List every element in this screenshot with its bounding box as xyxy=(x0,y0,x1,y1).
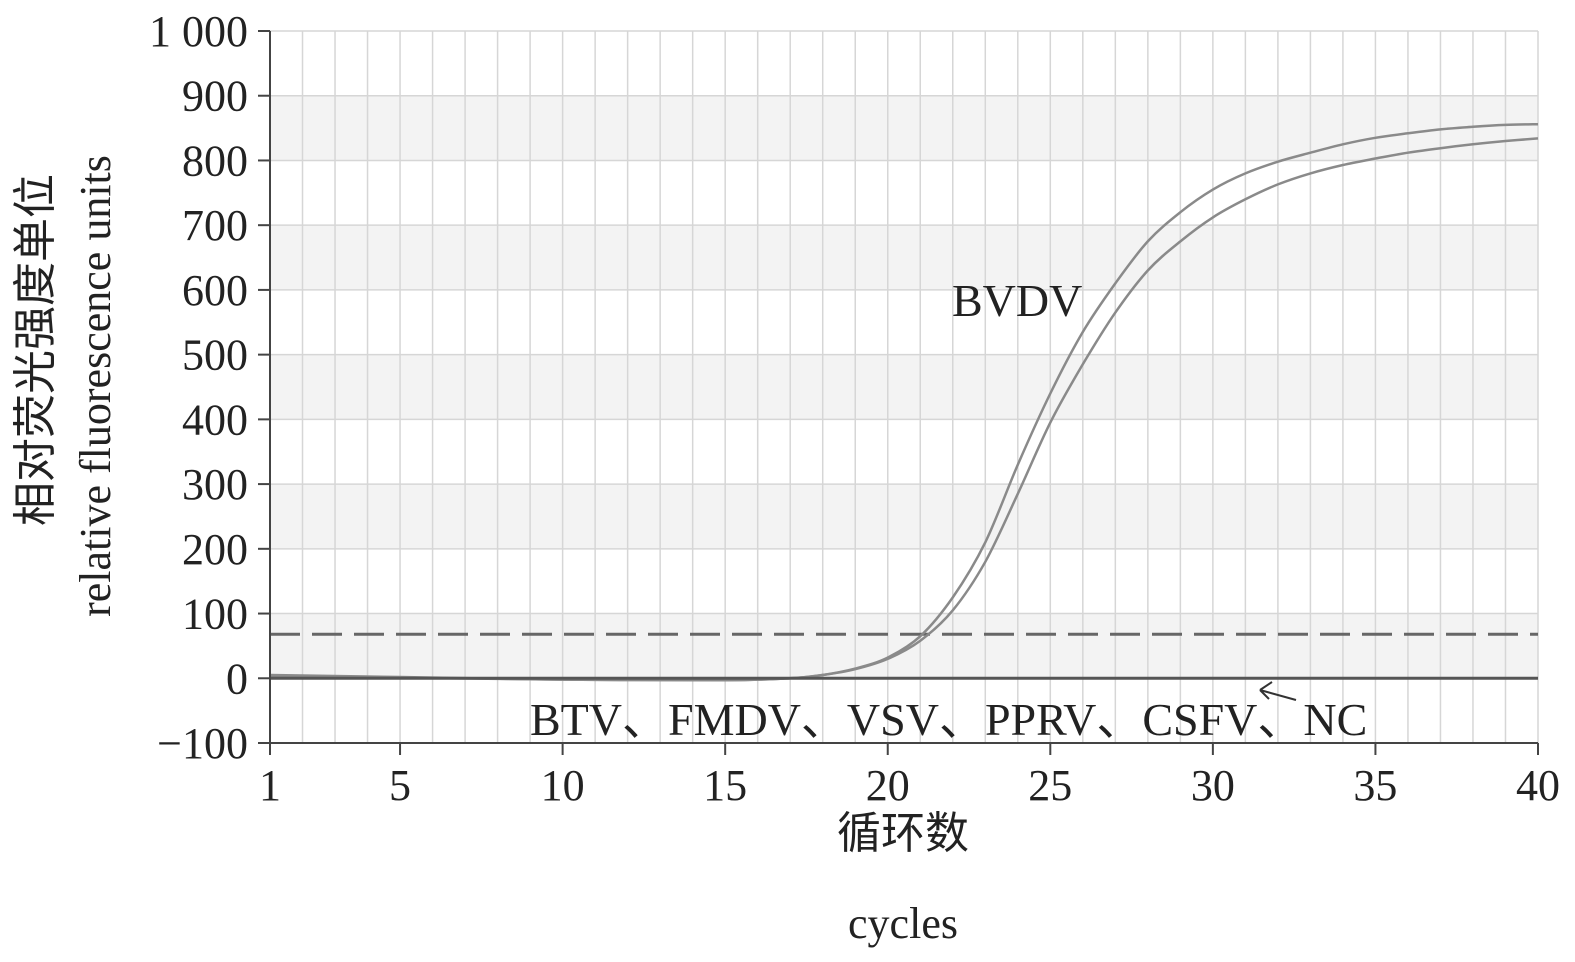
x-tick-label: 20 xyxy=(866,761,910,810)
series-lines xyxy=(269,122,1539,682)
x-tick-label: 35 xyxy=(1353,761,1397,810)
y-band xyxy=(270,613,1538,679)
x-tick-label: 1 xyxy=(259,761,281,810)
y-tick-label: 400 xyxy=(182,395,248,444)
y-tick-label: 200 xyxy=(182,525,248,574)
y-tick-label: 300 xyxy=(182,460,248,509)
y-tick-label: 0 xyxy=(226,654,248,703)
background-bands xyxy=(270,95,1538,679)
y-tick-label: −100 xyxy=(157,719,248,768)
y-tick-label: 500 xyxy=(182,331,248,380)
y-tick-label: 600 xyxy=(182,266,248,315)
x-tick-label: 10 xyxy=(541,761,585,810)
positive-annotation: BVDV xyxy=(952,275,1082,326)
y-band xyxy=(270,225,1538,290)
y-tick-label: 1 000 xyxy=(149,7,248,56)
y-axis-title-en: relative fluorescence units xyxy=(71,155,120,617)
x-tick-label: 30 xyxy=(1191,761,1235,810)
negative-annotation: BTV、FMDV、VSV、PPRV、CSFV、NC xyxy=(530,694,1367,745)
axes xyxy=(258,30,1539,755)
y-tick-label: 100 xyxy=(182,590,248,639)
y-band xyxy=(270,484,1538,549)
y-band xyxy=(270,95,1538,161)
y-tick-label: 900 xyxy=(182,72,248,121)
x-tick-label: 40 xyxy=(1516,761,1560,810)
y-tick-label: 700 xyxy=(182,201,248,250)
x-tick-label: 15 xyxy=(703,761,747,810)
arrow-icon xyxy=(1259,681,1297,701)
y-band xyxy=(270,354,1538,420)
x-tick-label: 5 xyxy=(389,761,411,810)
grid-lines xyxy=(269,30,1539,744)
x-tick-label: 25 xyxy=(1028,761,1072,810)
x-axis-title-en: cycles xyxy=(848,899,958,948)
x-axis-title-zh: 循环数 xyxy=(837,809,969,858)
y-tick-label: 800 xyxy=(182,136,248,185)
y-axis-title-zh: 相对荧光强度单位 xyxy=(11,174,60,526)
